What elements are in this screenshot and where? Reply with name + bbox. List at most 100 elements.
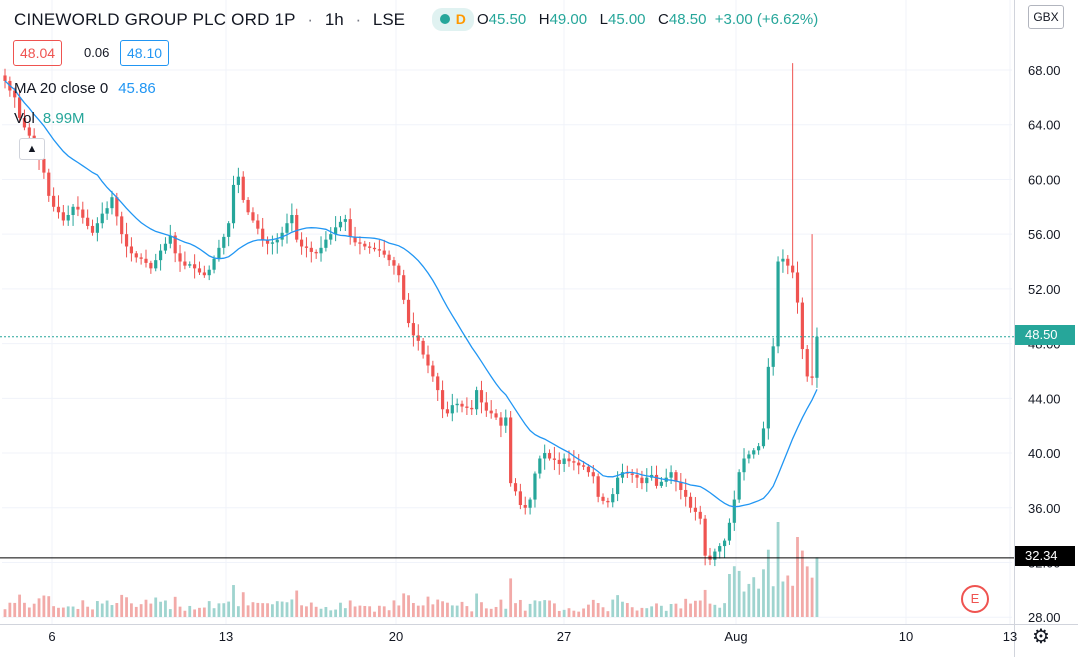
candle-body [27,127,31,136]
volume-bar [27,607,31,617]
volume-bar [168,609,172,617]
volume-bar [650,606,654,617]
candle-body [90,225,95,233]
volume-bar [509,578,513,617]
x-tick-label: 13 [1003,629,1017,644]
volume-bar [188,605,192,617]
candle-body [324,239,328,248]
volume-bar [514,603,517,617]
volume-bar [679,608,683,617]
volume-bar [475,593,479,617]
volume-indicator-legend[interactable]: Vol 8.99M [14,110,85,127]
volume-bar [752,577,756,617]
candle-body [299,239,304,247]
volume-bar [348,600,352,617]
volume-bar [32,603,36,617]
candle-body [659,481,663,486]
candle-body [581,465,586,467]
candle-body [606,500,610,503]
candle-body [572,461,576,463]
volume-bar [251,602,255,617]
candle-body [363,243,367,247]
volume-bar [18,594,21,617]
volume-bar [183,610,187,617]
gear-icon[interactable]: ⚙ [1032,626,1050,648]
candle-body [518,491,522,506]
ma-indicator-legend[interactable]: MA 20 close 0 45.86 [14,80,156,97]
candle-body [158,250,163,261]
volume-bar [582,608,585,617]
y-tick-label: 60.00 [1028,172,1061,187]
x-tick-label: Aug [724,629,747,644]
candle-body [406,299,411,324]
volume-bar [305,606,308,617]
volume-bar [125,597,128,617]
candle-body [319,247,323,254]
market-open-dot-icon [439,14,450,24]
volume-bar [319,608,323,617]
currency-label[interactable]: GBX [1028,5,1064,29]
candle-body [134,253,138,258]
candle-body [776,261,780,347]
candle-body [377,249,381,251]
candle-body [382,250,386,255]
candle-body [543,453,547,459]
volume-bar [95,601,99,617]
candle-body [139,257,143,259]
market-status-badge: D [431,8,474,31]
exchange: LSE [372,10,406,29]
earnings-marker[interactable]: E [961,585,989,613]
volume-bar [669,604,673,617]
volume-bar [91,609,94,617]
volume-bar [781,581,785,617]
candle-body [343,219,347,222]
ma-value: 45.86 [118,80,156,97]
symbol-name[interactable]: CINEWORLD GROUP PLC ORD 1P [14,10,296,29]
candle-body [611,494,615,503]
volume-bar [241,592,245,617]
candle-body [358,242,362,244]
volume-bar [407,595,410,617]
volume-bar [548,600,551,617]
volume-bar [557,610,561,617]
volume-bar [737,570,741,617]
volume-bar [674,603,678,617]
y-tick-label: 40.00 [1028,446,1061,461]
volume-bar [13,602,17,617]
volume-bar [747,583,751,617]
candle-body [552,458,557,460]
volume-bar [134,606,138,617]
interval[interactable]: 1h [324,10,344,29]
close-label: C [658,11,669,28]
volume-bar [762,569,765,617]
symbol-header[interactable]: CINEWORLD GROUP PLC ORD 1P · 1h · LSE D [14,8,474,31]
candle-body [372,247,377,250]
volume-bar [392,600,396,617]
candle-body [416,335,420,341]
candle-body [640,477,644,484]
candle-body [693,507,698,512]
collapse-legend-button[interactable]: ▲ [19,138,45,160]
volume-bar [149,603,153,617]
sell-price-button[interactable]: 48.04 [13,40,63,66]
volume-bar [723,603,726,617]
candle-body [460,403,464,407]
volume-bar [295,590,299,617]
buy-price-button[interactable]: 48.10 [120,40,170,66]
volume-bar [105,600,109,617]
volume-bar [591,599,595,617]
volume-bar [236,606,240,617]
candle-body [528,499,532,508]
y-tick-label: 56.00 [1028,227,1061,242]
volume-bar [630,607,634,617]
volume-bar [766,549,770,617]
volume-bar [271,604,274,617]
candle-body [431,365,435,377]
candle-body [178,253,182,262]
volume-bar [81,600,85,617]
volume-bar [655,603,658,617]
candle-body [124,234,129,247]
candle-body [450,405,454,414]
candle-body [645,477,649,484]
